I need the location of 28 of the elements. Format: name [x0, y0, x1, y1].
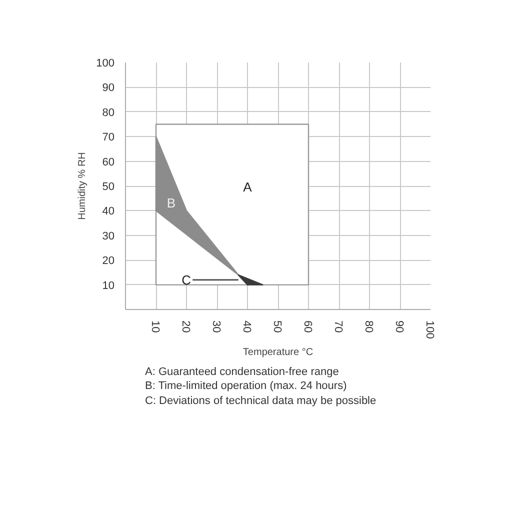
- text: A: Guaranteed condensation-free range: [145, 366, 339, 378]
- x-tick-label: 60: [302, 320, 314, 333]
- x-tick-label: 10: [149, 320, 161, 333]
- y-tick-label: 70: [102, 132, 115, 144]
- x-tick-label: 30: [210, 320, 222, 333]
- y-tick-label: 10: [102, 280, 115, 292]
- x-axis-title: Temperature °C: [242, 346, 314, 358]
- y-tick-label: 50: [102, 181, 115, 193]
- text: B: Time-limited operation (max. 24 hours): [145, 380, 347, 392]
- y-tick-label: 80: [102, 106, 115, 119]
- x-tick-label: 90: [393, 320, 405, 333]
- y-tick-label: 20: [102, 255, 115, 268]
- series-label: A: [243, 180, 252, 195]
- y-tick-label: 90: [102, 82, 115, 94]
- y-tick-label: 100: [96, 58, 115, 70]
- x-tick-label: 50: [271, 320, 283, 333]
- x-tick-label: 80: [362, 320, 374, 333]
- y-tick-label: 40: [102, 206, 115, 218]
- text: C: [182, 272, 192, 288]
- y-tick-label: 30: [102, 230, 115, 242]
- series-label: B: [166, 196, 176, 211]
- y-tick-label: 60: [102, 156, 115, 168]
- y-axis-title: Humidity % RH: [77, 152, 88, 220]
- x-tick-label: 40: [240, 320, 252, 333]
- text: C: Deviations of technical data may be possible: [145, 394, 376, 407]
- x-tick-label: 20: [180, 320, 192, 333]
- x-tick-label: 100: [424, 320, 436, 339]
- x-tick-label: 70: [332, 320, 344, 333]
